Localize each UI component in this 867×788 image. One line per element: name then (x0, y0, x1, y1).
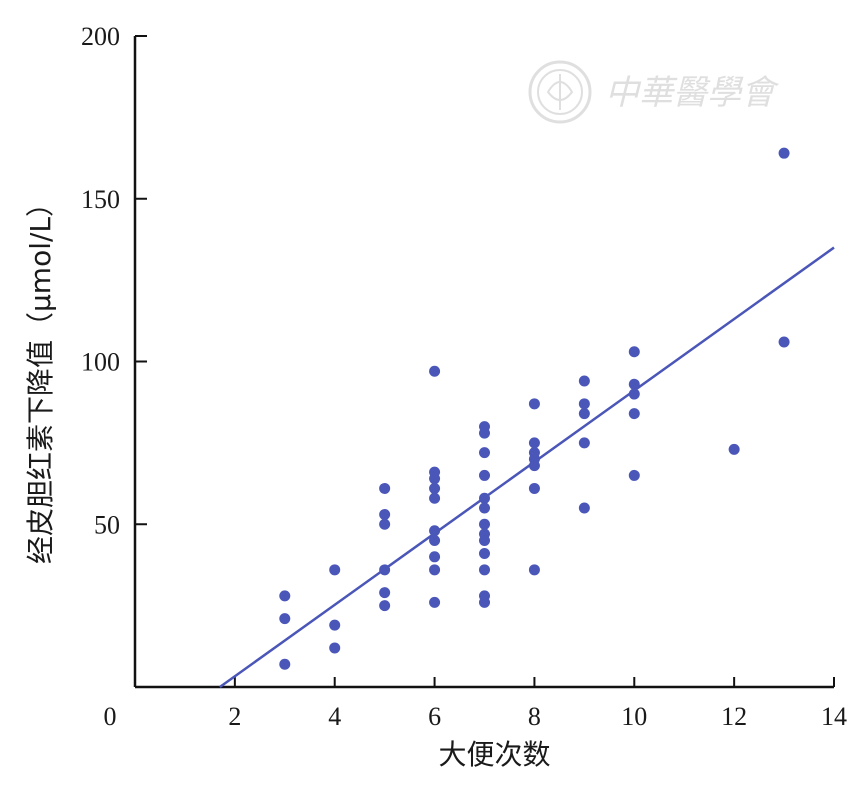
y-ticks: 50 100 150 200 (81, 22, 147, 539)
data-point (329, 564, 341, 576)
data-point (479, 502, 490, 514)
data-point (429, 551, 441, 563)
data-point (429, 535, 441, 547)
data-point (628, 408, 640, 420)
data-point (778, 336, 790, 348)
data-point (429, 482, 441, 494)
y-tick-label: 150 (81, 185, 120, 214)
data-point (479, 548, 490, 560)
data-point (429, 365, 441, 377)
data-point (479, 564, 490, 576)
data-point (528, 437, 540, 449)
data-point (429, 473, 441, 485)
data-point (578, 437, 590, 449)
data-point (329, 619, 341, 631)
watermark-text: 中華醫學會 (605, 73, 780, 113)
x-tick-label: 6 (428, 702, 441, 731)
x-tick-label: 14 (821, 702, 847, 731)
data-point (528, 564, 540, 576)
data-point (379, 564, 391, 576)
data-point (578, 502, 590, 514)
data-points (279, 147, 790, 670)
data-point (429, 596, 441, 608)
origin-label: 0 (104, 702, 117, 731)
data-point (628, 346, 640, 358)
data-point (479, 427, 490, 439)
x-axis-title: 大便次数 (438, 738, 550, 771)
data-point (429, 525, 441, 537)
axes (133, 36, 834, 689)
y-axis-title: 经皮胆红素下降值（μmol/L） (24, 189, 57, 564)
x-tick-label: 8 (528, 702, 541, 731)
data-point (479, 492, 490, 504)
data-point (479, 518, 490, 530)
data-point (279, 658, 291, 670)
data-point (578, 408, 590, 420)
seal-icon (528, 60, 592, 124)
x-tick-label: 12 (721, 702, 747, 731)
data-point (279, 590, 291, 602)
x-tick-label: 10 (621, 702, 647, 731)
y-tick-label: 100 (81, 348, 120, 377)
data-point (528, 398, 540, 410)
watermark: 中華醫學會 (528, 60, 780, 124)
data-point (379, 508, 391, 520)
data-point (628, 388, 640, 400)
data-point (528, 482, 540, 494)
x-ticks: 2 4 6 8 10 12 14 (228, 677, 847, 731)
data-point (528, 460, 540, 472)
data-point (479, 535, 490, 547)
data-point (479, 596, 490, 608)
data-point (578, 398, 590, 410)
data-point (479, 469, 490, 481)
data-point (429, 564, 441, 576)
data-point (778, 147, 790, 159)
data-point (379, 587, 391, 599)
y-tick-label: 200 (81, 22, 120, 51)
data-point (329, 642, 341, 654)
data-point (628, 469, 640, 481)
data-point (479, 447, 490, 459)
data-point (429, 492, 441, 504)
data-point (728, 443, 740, 455)
data-point (628, 378, 640, 390)
data-point (379, 518, 391, 530)
x-tick-label: 2 (228, 702, 241, 731)
y-tick-label: 50 (94, 510, 120, 539)
data-point (279, 613, 291, 625)
regression-line (219, 246, 835, 689)
data-point (379, 482, 391, 494)
x-tick-label: 4 (328, 702, 341, 731)
data-point (578, 375, 590, 387)
data-point (379, 600, 391, 612)
